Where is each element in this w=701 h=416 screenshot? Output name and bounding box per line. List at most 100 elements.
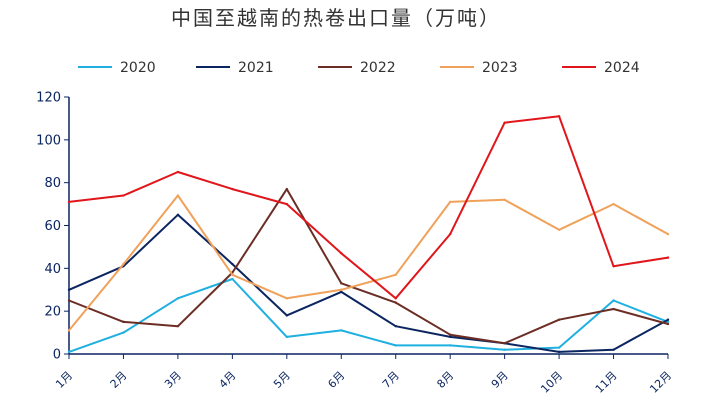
y-tick-label: 20 [44, 305, 61, 320]
data-point [503, 348, 506, 351]
data-point [448, 200, 452, 204]
data-point [67, 350, 71, 354]
data-point [176, 170, 180, 174]
data-point [67, 200, 71, 204]
data-point [503, 121, 506, 124]
data-point [176, 324, 180, 328]
data-point [285, 335, 289, 339]
data-point [612, 348, 615, 351]
x-tick-label: 12月 [647, 369, 674, 396]
legend-item-2023: 2023 [440, 60, 518, 76]
data-point [67, 288, 71, 291]
data-point [340, 290, 343, 294]
series-2022 [67, 187, 670, 345]
data-point [394, 301, 397, 304]
legend-label: 2020 [120, 60, 156, 76]
legend-item-2024: 2024 [562, 60, 640, 76]
data-point [231, 187, 234, 191]
data-point [285, 314, 289, 317]
chart-title: 中国至越南的热卷出口量（万吨） [171, 6, 501, 30]
data-point [557, 318, 561, 321]
data-point [176, 213, 180, 216]
data-point [122, 194, 125, 197]
y-tick-label: 100 [36, 133, 61, 148]
data-point [557, 228, 561, 231]
data-point [231, 262, 234, 266]
x-tick-label: 9月 [489, 369, 511, 391]
series-line-2020 [68, 278, 669, 353]
data-point [122, 320, 125, 324]
data-point [340, 282, 343, 285]
legend-item-2021: 2021 [196, 60, 274, 76]
data-point [612, 299, 615, 302]
data-point [394, 297, 397, 300]
legend-item-2020: 2020 [78, 60, 156, 76]
data-point [340, 288, 343, 291]
data-point [448, 335, 452, 339]
y-tick-label: 80 [44, 176, 61, 191]
data-point [340, 329, 343, 332]
data-point [612, 202, 615, 206]
series-2020 [67, 277, 670, 354]
x-tick-label: 3月 [162, 369, 184, 391]
data-point [176, 297, 180, 300]
data-point [67, 299, 71, 302]
data-point [557, 115, 561, 118]
series-line-2021 [68, 213, 669, 353]
y-tick-label: 120 [36, 91, 61, 106]
data-point [666, 232, 670, 236]
x-tick-label: 11月 [593, 369, 620, 396]
x-tick-label: 10月 [538, 369, 565, 396]
legend-item-2022: 2022 [318, 60, 396, 76]
data-point [231, 277, 234, 281]
data-point [612, 264, 615, 268]
series-2024 [67, 115, 670, 300]
series-2023 [67, 194, 670, 332]
data-point [122, 331, 125, 334]
data-point [285, 187, 289, 191]
x-tick-label: 2月 [108, 369, 130, 391]
data-point [122, 262, 125, 266]
data-point [67, 329, 71, 332]
legend: 2020 2021 2022 2023 2024 [78, 60, 640, 76]
data-point [666, 322, 670, 326]
axes: 0 20 40 60 80 100 120 1月 2月 3月 4月 5月 6月 7月 8月 9月 10月 11月 1… [36, 91, 674, 396]
data-point [394, 273, 397, 276]
y-tick-label: 60 [44, 219, 61, 234]
x-tick-label: 1月 [53, 369, 75, 391]
data-point [557, 350, 561, 354]
data-point [503, 198, 506, 201]
data-point [448, 232, 452, 236]
series-line-2022 [68, 188, 669, 345]
data-point [231, 273, 234, 276]
data-point [666, 256, 670, 259]
x-tick-label: 5月 [271, 369, 293, 391]
data-point [448, 333, 452, 336]
data-point [176, 194, 180, 197]
y-tick-label: 0 [53, 348, 61, 363]
x-tick-label: 4月 [217, 369, 239, 391]
series-layer [67, 115, 670, 354]
legend-label: 2022 [360, 60, 396, 76]
data-point [285, 202, 289, 206]
y-tick-label: 40 [44, 262, 61, 277]
data-point [394, 324, 397, 328]
legend-label: 2024 [604, 60, 640, 76]
data-point [394, 344, 397, 347]
data-point [340, 252, 343, 255]
data-point [666, 318, 670, 321]
x-tick-label: 7月 [380, 369, 402, 391]
data-point [612, 307, 615, 311]
data-point [557, 346, 561, 349]
series-line-2024 [68, 115, 669, 300]
x-tick-label: 8月 [434, 369, 456, 391]
data-point [666, 320, 670, 324]
data-point [503, 342, 506, 345]
series-line-2023 [68, 194, 669, 332]
series-2021 [67, 213, 670, 354]
x-tick-label: 6月 [325, 369, 347, 391]
data-point [448, 344, 452, 347]
legend-label: 2023 [482, 60, 518, 76]
legend-label: 2021 [238, 60, 274, 76]
